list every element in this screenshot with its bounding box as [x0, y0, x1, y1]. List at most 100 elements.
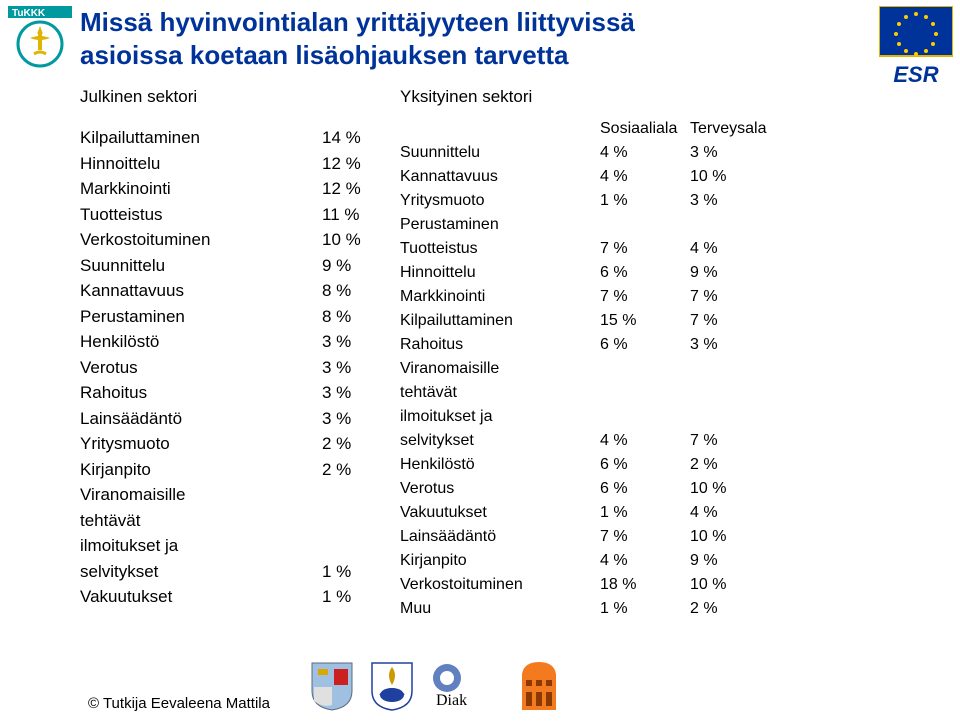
row-value: 8 %	[312, 304, 370, 330]
row-label: Verotus	[400, 477, 600, 501]
multiline-label-1: Viranomaisille	[80, 482, 312, 508]
row-v2: 2 %	[690, 597, 790, 621]
row-v1: 4 %	[600, 165, 690, 189]
public-row: Suunnittelu9 %	[80, 253, 370, 279]
row-label: Kilpailuttaminen	[80, 125, 312, 151]
row-v2: 3 %	[690, 333, 790, 357]
row-v1: 4 %	[600, 141, 690, 165]
row-label: Rahoitus	[80, 380, 312, 406]
credit-text: © Tutkija Eevaleena Mattila	[88, 695, 270, 712]
row-v2: 10 %	[690, 165, 790, 189]
row-v1: 1 %	[600, 501, 690, 525]
public-row-last: Vakuutukset 1 %	[80, 584, 370, 610]
row-v2: 4 %	[690, 501, 790, 525]
row-v1: 18 %	[600, 573, 690, 597]
row-v2: 7 %	[690, 309, 790, 333]
public-row: Rahoitus3 %	[80, 380, 370, 406]
private-row: Muu1 %2 %	[400, 597, 862, 621]
multiline-label-3: ilmoitukset ja	[80, 533, 312, 559]
row-label: Kirjanpito	[400, 549, 600, 573]
left-rail: TuKKK	[0, 0, 80, 724]
multiline-label-4: selvitykset	[80, 559, 312, 585]
public-sector-column: Julkinen sektori Kilpailuttaminen14 %Hin…	[80, 87, 370, 621]
row-v1: 4 %	[600, 549, 690, 573]
row-label: Muu	[400, 597, 600, 621]
row-label: Hinnoittelu	[80, 151, 312, 177]
footer-credit: © Tutkija Eevaleena Mattila	[88, 695, 270, 712]
row-label: Perustaminen	[80, 304, 312, 330]
row-label: Kirjanpito	[80, 457, 312, 483]
footer-logos: Diak	[310, 658, 562, 714]
title-line-1: Missä hyvinvointialan yrittäjyyteen liit…	[80, 7, 635, 37]
row-label: Verkostoituminen	[80, 227, 312, 253]
row-value: 11 %	[312, 202, 370, 228]
row-label: Yritysmuoto	[400, 189, 600, 213]
row-v1	[600, 213, 690, 237]
row-label: Kannattavuus	[80, 278, 312, 304]
row-v2: 10 %	[690, 525, 790, 549]
row-label: Markkinointi	[80, 176, 312, 202]
private-header-row: Sosiaaliala Terveysala	[400, 117, 862, 141]
title-line-2: asioissa koetaan lisäohjauksen tarvetta	[80, 40, 568, 70]
row-v2: 9 %	[690, 261, 790, 285]
tukkk-logo: TuKKK	[8, 6, 72, 70]
private-row: Markkinointi7 %7 %	[400, 285, 862, 309]
public-row-multiline: Viranomaisille	[80, 482, 370, 508]
row-v1: 15 %	[600, 309, 690, 333]
col-sosiaaliala: Sosiaaliala	[600, 117, 690, 141]
row-label: Suunnittelu	[400, 141, 600, 165]
public-row: Kilpailuttaminen14 %	[80, 125, 370, 151]
public-row: Verkostoituminen10 %	[80, 227, 370, 253]
row-value: 2 %	[312, 457, 370, 483]
row-label: Lainsäädäntö	[400, 525, 600, 549]
right-rail: ESR	[872, 0, 960, 724]
row-v1: 6 %	[600, 261, 690, 285]
multiline-value: 1 %	[312, 559, 370, 585]
row-value: 2 %	[312, 431, 370, 457]
row-v1: 1 %	[600, 597, 690, 621]
row-v2: 3 %	[690, 189, 790, 213]
private-row: Perustaminen	[400, 213, 862, 237]
shield-logo-1	[310, 661, 354, 711]
private-row: Kannattavuus4 %10 %	[400, 165, 862, 189]
row-v1: 6 %	[600, 477, 690, 501]
svg-text:TuKKK: TuKKK	[12, 8, 46, 19]
private-row: Verotus6 %10 %	[400, 477, 862, 501]
private-row: Tuotteistus7 %4 %	[400, 237, 862, 261]
row-v2: 7 %	[690, 285, 790, 309]
row-label: Lainsäädäntö	[80, 406, 312, 432]
public-row: Hinnoittelu12 %	[80, 151, 370, 177]
row-value: 12 %	[312, 151, 370, 177]
row-label: Vakuutukset	[400, 501, 600, 525]
private-sector-column: Yksityinen sektori Sosiaaliala Terveysal…	[400, 87, 862, 621]
row-label: Henkilöstö	[80, 329, 312, 355]
row-label: Hinnoittelu	[400, 261, 600, 285]
public-row: Henkilöstö3 %	[80, 329, 370, 355]
row-v2: 2 %	[690, 453, 790, 477]
private-row: Suunnittelu4 %3 %	[400, 141, 862, 165]
public-row: Markkinointi12 %	[80, 176, 370, 202]
private-row: Lainsäädäntö7 %10 %	[400, 525, 862, 549]
private-row-multiline: Viranomaisille	[400, 357, 862, 381]
row-v1: 7 %	[600, 525, 690, 549]
row-label: Markkinointi	[400, 285, 600, 309]
row-value: 9 %	[312, 253, 370, 279]
public-row: Verotus3 %	[80, 355, 370, 381]
row-v2: 10 %	[690, 573, 790, 597]
multiline-label-2: tehtävät	[80, 508, 312, 534]
row-value: 12 %	[312, 176, 370, 202]
row-value: 3 %	[312, 406, 370, 432]
row-v1: 6 %	[600, 453, 690, 477]
private-row: Kirjanpito4 %9 %	[400, 549, 862, 573]
row-label: Kilpailuttaminen	[400, 309, 600, 333]
slide-title: Missä hyvinvointialan yrittäjyyteen liit…	[80, 6, 862, 71]
public-row: Kannattavuus8 %	[80, 278, 370, 304]
row-label: Verotus	[80, 355, 312, 381]
private-row: Kilpailuttaminen15 %7 %	[400, 309, 862, 333]
row-label: Henkilöstö	[400, 453, 600, 477]
row-value: 3 %	[312, 380, 370, 406]
row-value: 3 %	[312, 355, 370, 381]
row-v1: 7 %	[600, 285, 690, 309]
row-label: Tuotteistus	[400, 237, 600, 261]
private-row: Rahoitus6 %3 %	[400, 333, 862, 357]
